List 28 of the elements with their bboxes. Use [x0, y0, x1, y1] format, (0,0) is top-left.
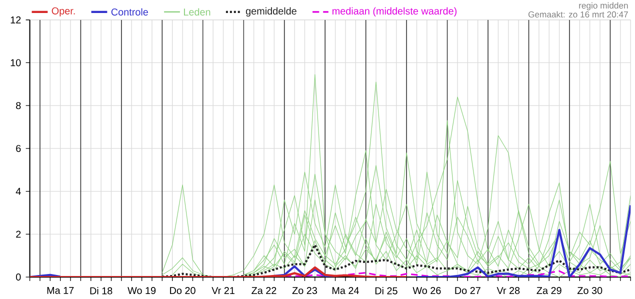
legend-label: gemiddelde — [246, 7, 296, 17]
x-tick-label: Vr 21 — [212, 287, 234, 294]
y-tick-label: 0 — [16, 274, 21, 281]
x-tick-label: Di 18 — [90, 287, 112, 294]
x-tick-label: Wo 26 — [412, 287, 441, 294]
y-tick-label: 12 — [10, 16, 21, 24]
text: regio midden — [579, 2, 628, 10]
x-tick-label: Ma 17 — [47, 287, 74, 294]
x-tick-label: Vr 28 — [496, 287, 520, 294]
x-tick-label: Za 22 — [252, 287, 276, 294]
x-tick-label: Zo 23 — [292, 287, 317, 294]
legend-label: Oper. — [52, 8, 75, 17]
legend-label: mediaan (middelste waarde) — [332, 7, 457, 17]
x-tick-label: Do 20 — [170, 287, 196, 294]
x-tick-label: Do 27 — [455, 287, 480, 294]
y-tick-label: 6 — [16, 145, 21, 152]
text: Gemaakt: zo 16 mrt 20:47 — [528, 11, 628, 18]
x-tick-label: Za 29 — [536, 287, 562, 294]
x-tick-label: Ma 24 — [332, 287, 359, 294]
legend-label: Controle — [111, 8, 148, 16]
x-tick-label: Zo 30 — [577, 287, 602, 294]
y-tick-label: 10 — [10, 59, 21, 66]
legend-label: Leden — [184, 8, 210, 16]
x-tick-label: Di 25 — [375, 287, 398, 294]
x-tick-label: Wo 19 — [128, 287, 156, 294]
y-tick-label: 2 — [16, 230, 21, 238]
y-tick-label: 8 — [16, 102, 21, 110]
y-tick-label: 4 — [16, 188, 21, 195]
